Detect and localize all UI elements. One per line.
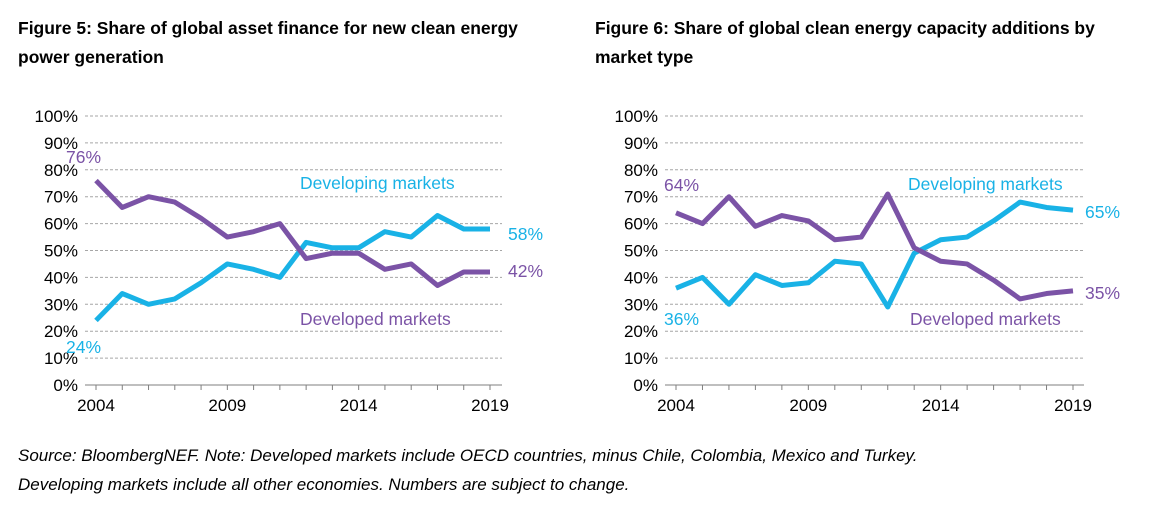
data-label-developed-end: 42% <box>508 261 543 281</box>
data-label-developing-start: 24% <box>66 337 101 357</box>
y-tick-label: 70% <box>624 188 658 207</box>
series-line-developed <box>94 178 490 288</box>
y-tick-label: 40% <box>624 268 658 287</box>
y-tick-label: 30% <box>44 295 78 314</box>
data-label-developing-end: 58% <box>508 224 543 244</box>
y-tick-label: 70% <box>44 188 78 207</box>
y-tick-label: 100% <box>35 107 78 126</box>
y-tick-label: 40% <box>44 268 78 287</box>
x-tick-label: 2004 <box>77 396 115 415</box>
figure-6-title-line1: Figure 6: Share of global clean energy c… <box>595 18 1095 38</box>
x-tick-label: 2019 <box>1054 396 1092 415</box>
y-tick-label: 10% <box>44 349 78 368</box>
y-tick-label: 60% <box>44 215 78 234</box>
source-note-line1: Source: BloombergNEF. Note: Developed ma… <box>18 446 918 465</box>
y-tick-label: 30% <box>624 295 658 314</box>
figure-5-chart: 0% 10% 20% 30% 40% 50% 60% 70% 80% 90% 100% 2004 200… <box>35 107 544 415</box>
figure-5-title: Figure 5: Share of global asset finance … <box>18 14 593 72</box>
series-label-developing: Developing markets <box>300 173 455 193</box>
figure-6-title-line2: market type <box>595 47 694 67</box>
series-label-developing: Developing markets <box>908 174 1063 194</box>
data-label-developed-start: 76% <box>66 147 101 167</box>
figure-5-title-line2: power generation <box>18 47 164 67</box>
figure-5-title-line1: Figure 5: Share of global asset finance … <box>18 18 518 38</box>
series-line-developing <box>94 213 490 323</box>
figure-6-chart: 0% 10% 20% 30% 40% 50% 60% 70% 80% 90% 100% 2004 200… <box>615 107 1121 415</box>
data-label-developed-end: 35% <box>1085 283 1120 303</box>
series-label-developed: Developed markets <box>910 309 1061 329</box>
x-tick-label: 2009 <box>208 396 246 415</box>
y-tick-label: 100% <box>615 107 658 126</box>
y-tick-label: 80% <box>44 161 78 180</box>
data-label-developing-start: 36% <box>664 309 699 329</box>
series-label-developed: Developed markets <box>300 309 451 329</box>
y-tick-label: 80% <box>624 161 658 180</box>
series-line-developed <box>675 191 1074 302</box>
x-tick-label: 2014 <box>340 396 378 415</box>
y-tick-label: 60% <box>624 215 658 234</box>
y-tick-label: 20% <box>624 322 658 341</box>
source-note: Source: BloombergNEF. Note: Developed ma… <box>18 441 1158 499</box>
series-line-developing <box>675 199 1074 310</box>
data-label-developing-end: 65% <box>1085 202 1120 222</box>
y-tick-label: 90% <box>44 134 78 153</box>
y-tick-label: 50% <box>44 242 78 261</box>
y-tick-label: 90% <box>624 134 658 153</box>
y-tick-label: 20% <box>44 322 78 341</box>
y-tick-label: 0% <box>53 376 78 395</box>
y-tick-label: 50% <box>624 242 658 261</box>
source-note-line2: Developing markets include all other eco… <box>18 475 630 494</box>
x-tick-label: 2009 <box>789 396 827 415</box>
x-tick-label: 2019 <box>471 396 509 415</box>
x-tick-label: 2014 <box>922 396 960 415</box>
data-label-developed-start: 64% <box>664 175 699 195</box>
y-tick-label: 10% <box>624 349 658 368</box>
x-tick-label: 2004 <box>657 396 695 415</box>
figure-6-title: Figure 6: Share of global clean energy c… <box>595 14 1170 72</box>
y-tick-label: 0% <box>633 376 658 395</box>
